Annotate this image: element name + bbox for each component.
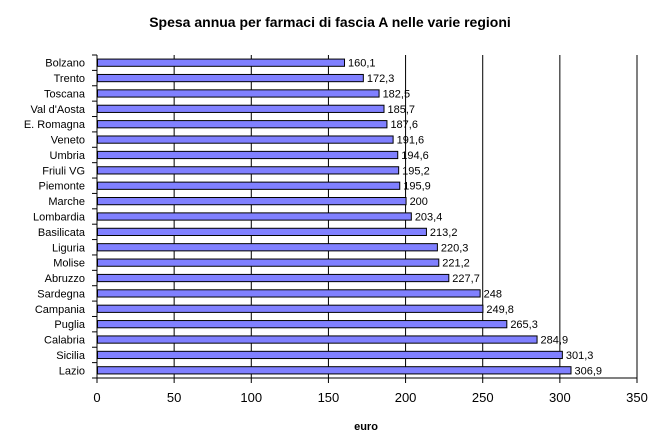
data-label: 227,7 <box>452 273 480 285</box>
category-label: Umbria <box>50 150 86 162</box>
category-label: Lombardia <box>33 212 86 224</box>
x-tick-label: 0 <box>93 390 100 405</box>
bar <box>97 320 508 329</box>
category-label: Bolzano <box>45 58 85 70</box>
data-label: 194,6 <box>401 150 429 162</box>
bar <box>97 350 563 360</box>
data-label: 203,4 <box>415 212 443 224</box>
category-label: Puglia <box>54 319 85 331</box>
category-label: Val d'Aosta <box>31 104 86 116</box>
category-label: E. Romagna <box>24 119 86 131</box>
category-label: Calabria <box>44 335 86 347</box>
category-labels: Bolzano Trento Toscana Val d'Aosta E. Romagn… <box>24 58 86 378</box>
x-tick-label: 150 <box>318 390 340 405</box>
data-label: 187,6 <box>390 119 418 131</box>
data-label: 195,2 <box>402 165 430 177</box>
bar <box>97 166 400 175</box>
category-label: Sardegna <box>37 288 86 300</box>
data-label: 284,9 <box>541 335 569 347</box>
x-tick-label: 250 <box>472 390 494 405</box>
category-label: Abruzzo <box>45 273 85 285</box>
x-tick-label: 300 <box>549 390 571 405</box>
category-label: Molise <box>53 258 85 270</box>
category-label: Liguria <box>52 242 86 254</box>
data-label: 195,9 <box>403 181 431 193</box>
bar <box>97 366 572 375</box>
bar <box>97 104 385 113</box>
x-tick-label: 350 <box>626 390 648 405</box>
data-label: 182,5 <box>383 88 411 100</box>
category-label: Veneto <box>51 135 85 147</box>
data-label: 200 <box>410 196 428 208</box>
chart-title: Spesa annua per farmaci di fascia A nell… <box>149 14 511 30</box>
x-axis-label: euro <box>354 421 378 433</box>
axes <box>92 54 638 383</box>
bar <box>97 181 401 190</box>
data-label: 221,2 <box>442 258 470 270</box>
data-label: 213,2 <box>430 227 458 239</box>
category-label: Basilicata <box>38 227 86 239</box>
x-tick-label: 50 <box>167 390 181 405</box>
bar <box>97 304 484 313</box>
category-label: Piemonte <box>39 181 85 193</box>
data-label: 185,7 <box>388 104 416 116</box>
category-label: Marche <box>48 196 85 208</box>
bar <box>97 212 412 221</box>
tick-labels: 0 50 100 150 200 250 300 350 <box>93 390 647 405</box>
category-label: Toscana <box>44 88 86 100</box>
data-label: 249,8 <box>486 304 514 316</box>
data-label: 172,3 <box>367 73 395 85</box>
bar <box>97 227 427 236</box>
bar <box>97 273 450 283</box>
category-label: Trento <box>54 73 85 85</box>
data-label: 306,9 <box>575 365 603 377</box>
category-label: Sicilia <box>56 350 86 362</box>
bar <box>97 150 399 160</box>
bar <box>97 197 407 206</box>
x-tick-label: 200 <box>395 390 417 405</box>
data-label: 265,3 <box>510 319 538 331</box>
bar <box>97 289 481 298</box>
bar <box>97 135 394 144</box>
category-label: Campania <box>35 304 86 316</box>
data-label: 160,1 <box>348 58 376 70</box>
bar <box>97 73 364 83</box>
data-label: 220,3 <box>441 242 469 254</box>
data-label: 301,3 <box>566 350 594 362</box>
data-label: 191,6 <box>397 135 425 147</box>
bars <box>97 58 572 375</box>
bar <box>97 58 346 67</box>
bar <box>97 258 440 267</box>
category-label: Friuli VG <box>42 165 85 177</box>
x-tick-label: 100 <box>240 390 262 405</box>
bar <box>97 89 380 98</box>
bar <box>97 243 438 252</box>
category-label: Lazio <box>59 365 85 377</box>
data-label: 248 <box>484 288 502 300</box>
bar <box>97 335 538 344</box>
data-labels: 160,1 172,3 182,5 185,7 187,6 191,6 194,6 195,2… <box>348 58 602 378</box>
bar <box>97 120 388 129</box>
